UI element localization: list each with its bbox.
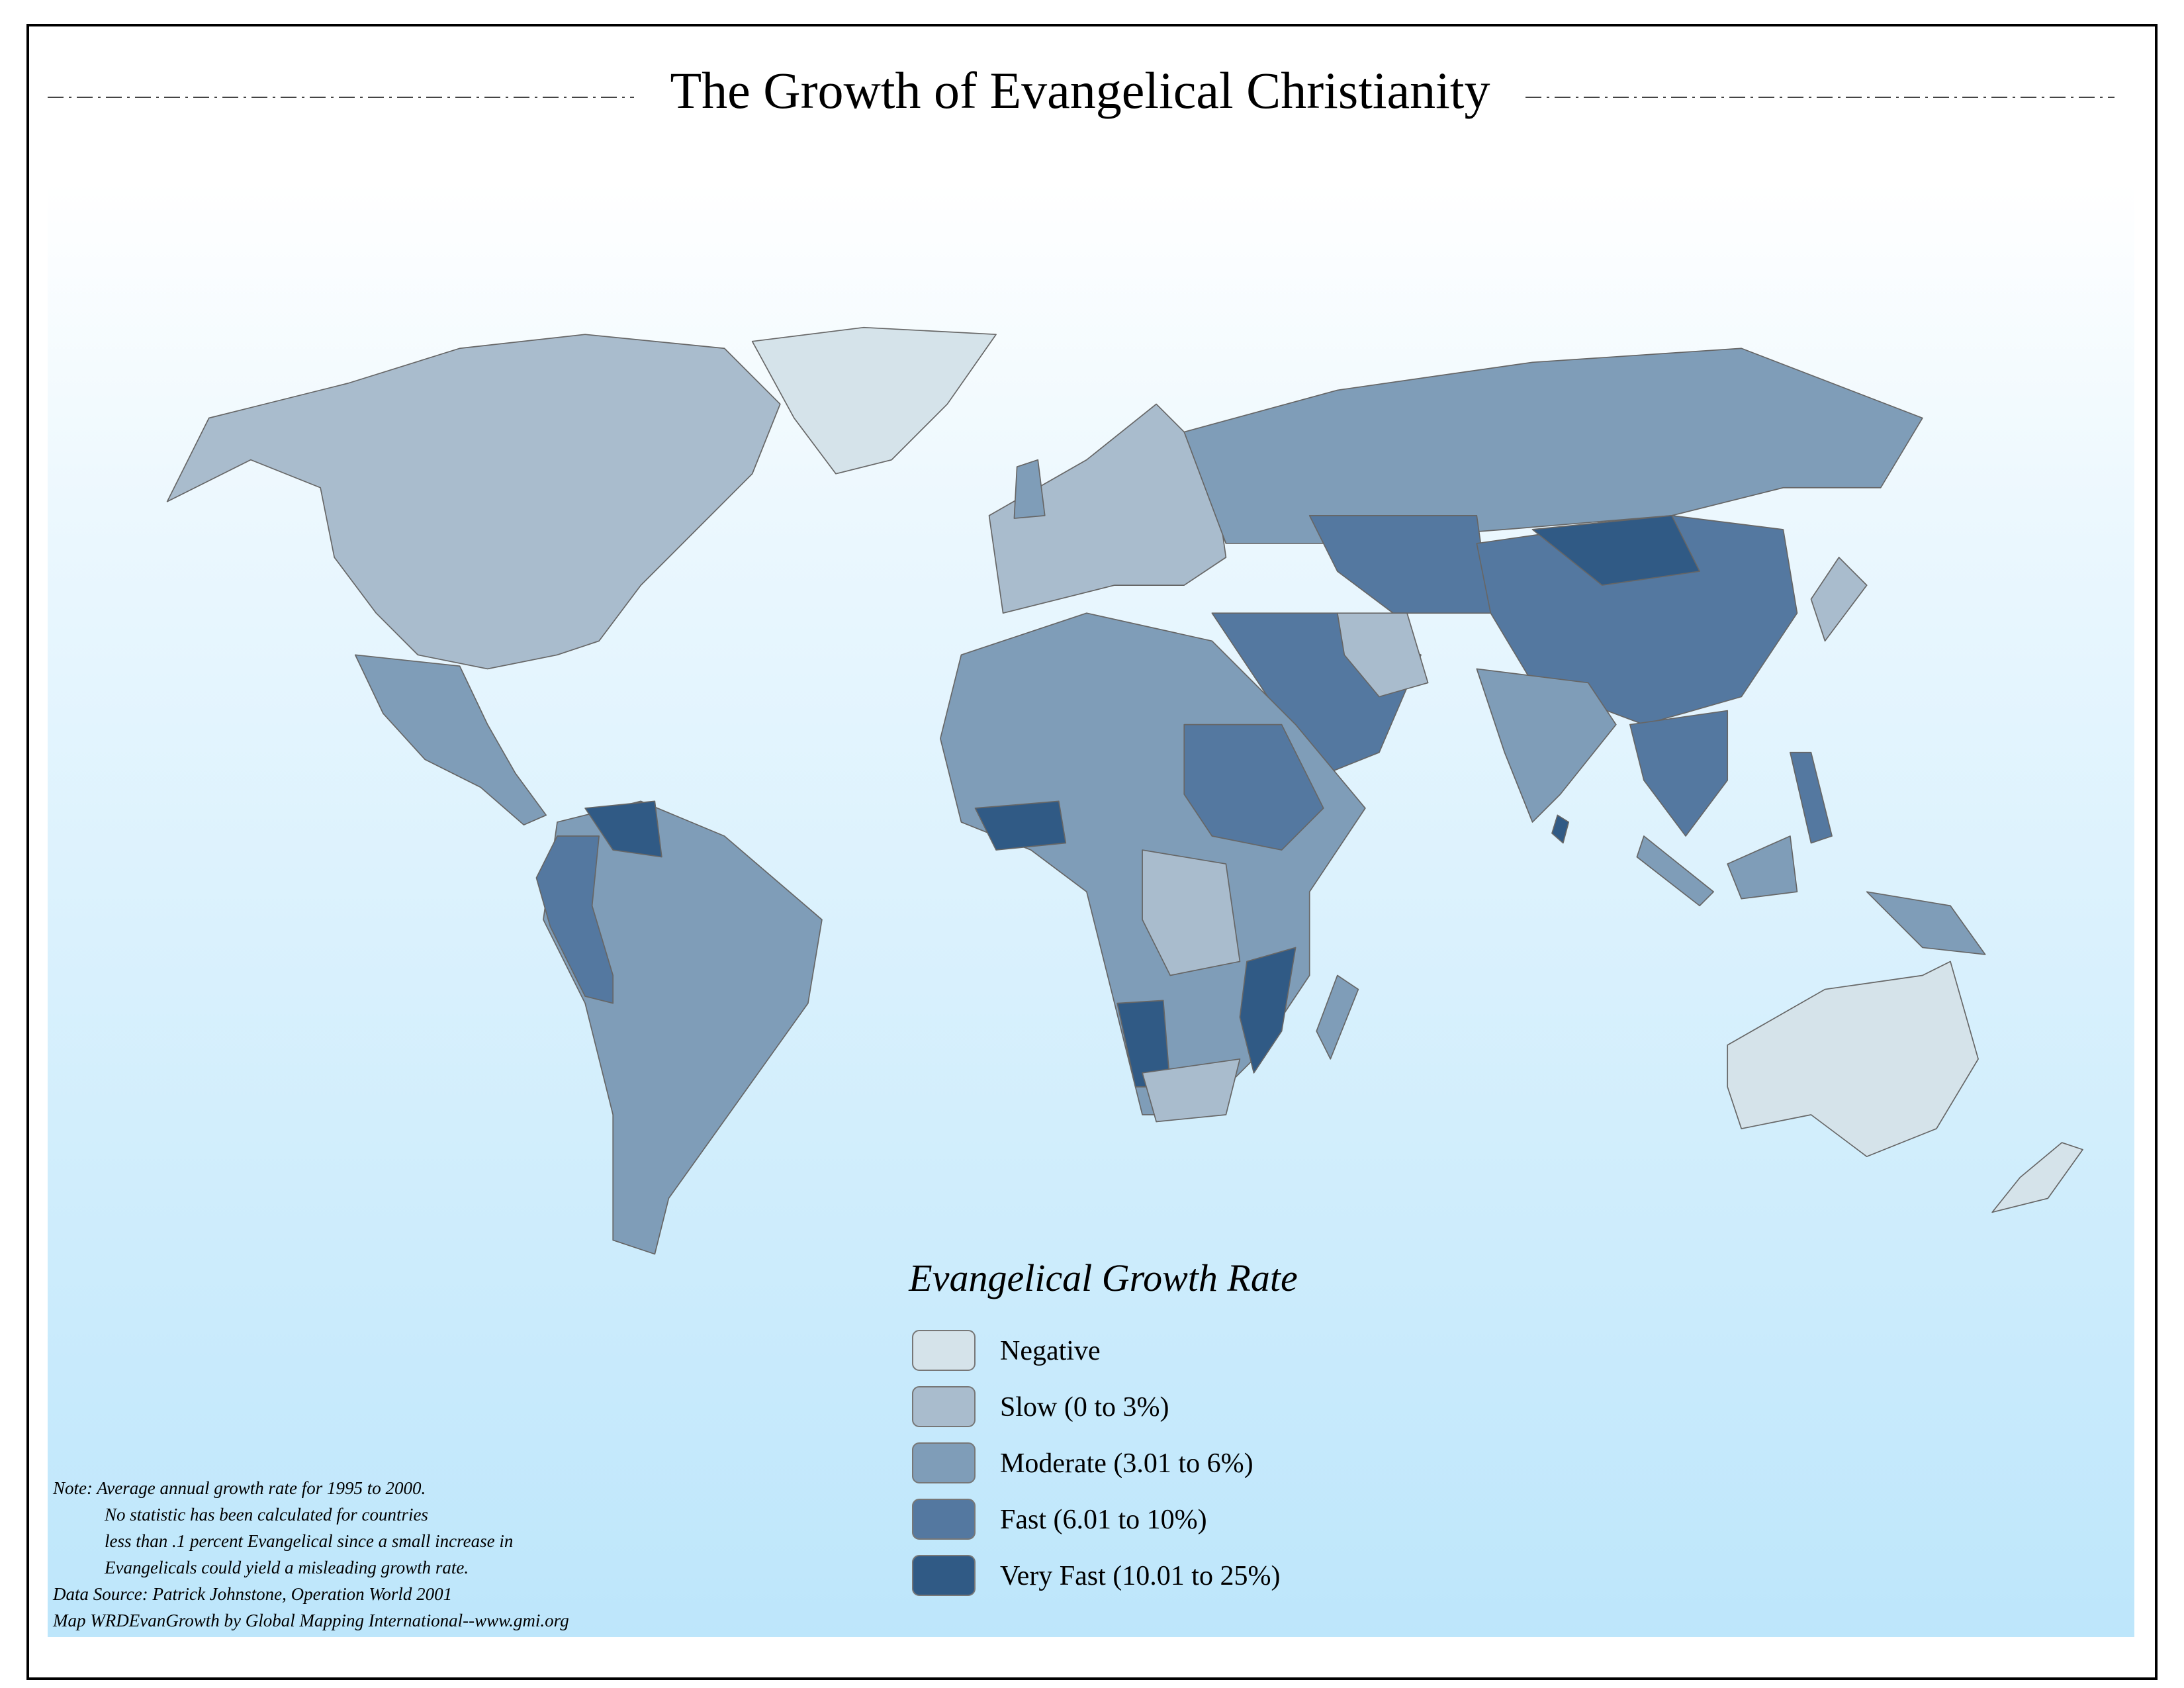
world-map [166,326,2083,1255]
note-line: Data Source: Patrick Johnstone, Operatio… [52,1584,452,1604]
notes: Note: Average annual growth rate for 199… [52,1478,569,1630]
south-america [543,800,823,1255]
note-line: Evangelicals could yield a misleading gr… [104,1558,469,1577]
legend-label: Very Fast (10.01 to 25%) [1000,1561,1280,1591]
legend-swatch [912,1386,976,1427]
legend-swatch [912,1555,976,1596]
note-line: less than .1 percent Evangelical since a… [105,1531,513,1551]
legend: Negative Slow (0 to 3%) Moderate (3.01 to … [912,1330,1280,1596]
west-africa [974,800,1067,851]
iran [1336,612,1429,698]
philippines [1790,751,1833,844]
legend-label: Negative [1000,1336,1101,1366]
mongolia [1531,515,1700,586]
madagascar [1316,974,1359,1060]
sri-lanka [1551,814,1570,844]
legend-label: Fast (6.01 to 10%) [1000,1505,1207,1535]
legend-swatch [912,1442,976,1483]
mexico-central-america [354,654,547,826]
uk [1013,459,1046,519]
title: The Growth of Evangelical Christianity [670,62,1490,119]
mozambique [1239,947,1297,1074]
south-africa [1142,1058,1241,1123]
venezuela [584,800,662,858]
japan [1810,557,1868,642]
central-africa [1142,849,1241,976]
indonesia [1636,835,1986,955]
note-line: Note: Average annual growth rate for 199… [52,1478,426,1498]
andes [535,835,614,1004]
legend-swatch [912,1499,976,1540]
china [1476,515,1798,726]
india [1476,668,1617,823]
russia [1183,348,1923,544]
europe [988,403,1227,614]
legend-title: Evangelical Growth Rate [908,1256,1297,1299]
legend-label: Moderate (3.01 to 6%) [1000,1448,1253,1479]
note-line: Map WRDEvanGrowth by Global Mapping Inte… [52,1611,569,1630]
central-asia [1308,515,1492,614]
legend-swatch [912,1330,976,1371]
southeast-asia [1629,710,1729,837]
legend-label: Slow (0 to 3%) [1000,1392,1169,1423]
new-zealand [1991,1142,2083,1213]
north-america [166,334,781,670]
sudan-ethiopia [1183,724,1324,851]
greenland [751,326,997,475]
australia [1727,961,1979,1157]
note-line: No statistic has been calculated for cou… [104,1505,428,1524]
